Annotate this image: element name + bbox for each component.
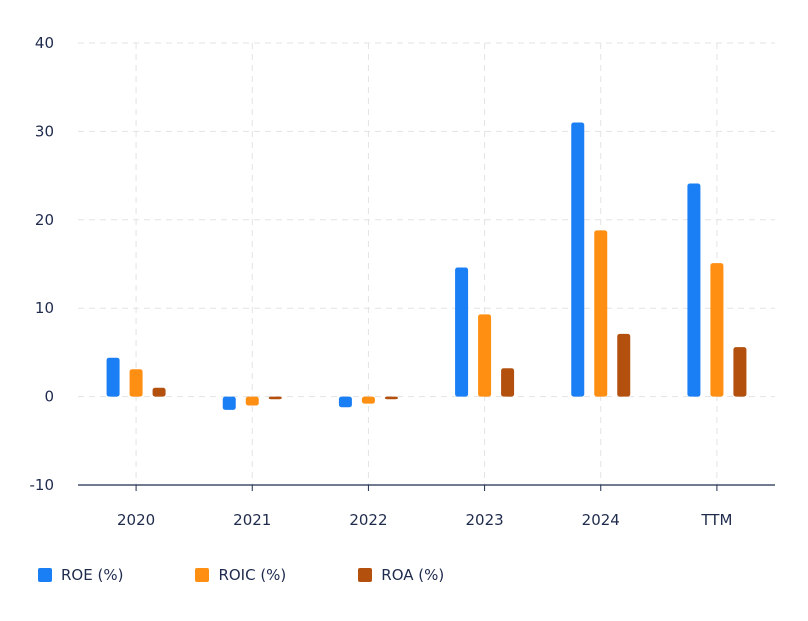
- bar-roic: [245, 396, 259, 406]
- x-tick-label: 2022: [349, 511, 387, 529]
- legend: ROE (%) ROIC (%) ROA (%): [38, 566, 516, 584]
- bar-roe: [455, 267, 469, 397]
- legend-item-roic[interactable]: ROIC (%): [195, 566, 286, 584]
- x-tick-label: 2023: [465, 511, 503, 529]
- y-tick-label: 30: [35, 122, 54, 140]
- bar-roa: [733, 347, 747, 397]
- bar-roa: [617, 333, 631, 397]
- legend-label-roa: ROA (%): [381, 566, 445, 584]
- bar-roa: [501, 368, 515, 397]
- bar-roe: [338, 396, 352, 408]
- legend-swatch-roe: [38, 568, 52, 582]
- x-tick-label: 2020: [117, 511, 155, 529]
- y-tick-label: -10: [30, 476, 55, 494]
- legend-swatch-roic: [195, 568, 210, 582]
- bar-roa: [268, 396, 282, 400]
- x-tick-label: 2021: [233, 511, 271, 529]
- bar-roe: [687, 183, 701, 397]
- bar-roe: [571, 122, 585, 397]
- legend-swatch-roa: [358, 568, 373, 582]
- legend-label-roe: ROE (%): [61, 566, 124, 584]
- x-tick-label: TTM: [700, 511, 732, 529]
- bar-roic: [129, 369, 143, 397]
- bar-roa: [152, 387, 166, 397]
- y-tick-label: 0: [44, 388, 54, 406]
- legend-item-roa[interactable]: ROA (%): [358, 566, 444, 584]
- y-tick-label: 20: [35, 211, 54, 229]
- legend-label-roic: ROIC (%): [218, 566, 287, 584]
- bar-roic: [478, 314, 492, 397]
- bar-roic: [361, 396, 375, 404]
- bar-roe: [106, 357, 120, 397]
- bar-roa: [384, 396, 398, 400]
- bar-roic: [710, 263, 724, 397]
- legend-item-roe[interactable]: ROE (%): [38, 566, 123, 584]
- y-tick-label: 10: [35, 299, 54, 317]
- bar-roic: [594, 230, 608, 397]
- x-tick-label: 2024: [582, 511, 620, 529]
- y-tick-label: 40: [35, 34, 54, 52]
- bar-roe: [222, 396, 236, 410]
